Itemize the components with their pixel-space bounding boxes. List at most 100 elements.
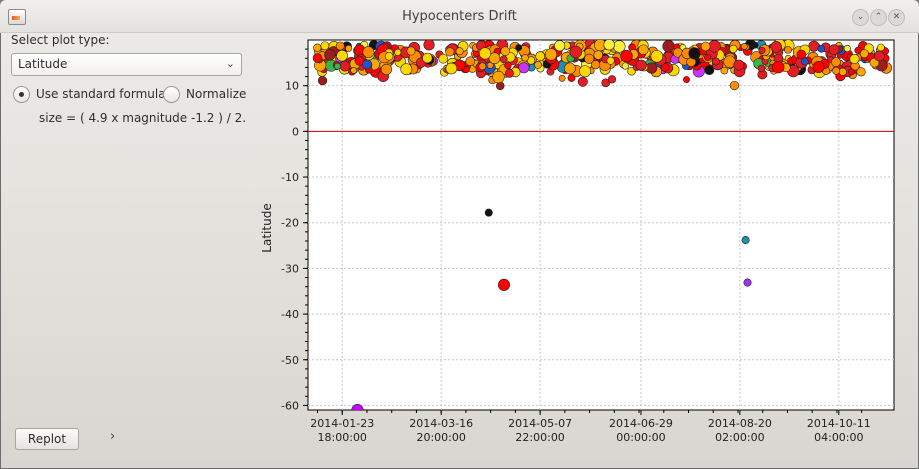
x-tick-label-date: 2014-10-11 — [807, 417, 871, 430]
data-point — [438, 53, 449, 64]
radio-normalize[interactable] — [163, 86, 180, 103]
data-point — [317, 76, 328, 86]
select-plot-type-label: Select plot type: — [11, 33, 110, 47]
data-point — [704, 54, 712, 62]
plot-type-select[interactable]: Latitude ⌄ — [11, 53, 242, 76]
data-point — [817, 44, 826, 53]
data-point — [607, 75, 617, 84]
data-point — [333, 62, 341, 70]
data-point — [743, 278, 752, 287]
data-point — [740, 43, 748, 50]
x-tick-label-date: 2014-06-29 — [609, 417, 673, 430]
data-point — [324, 49, 336, 61]
data-point — [741, 236, 750, 245]
y-axis-label: Latitude — [260, 203, 274, 252]
data-point — [351, 403, 364, 410]
x-tick-label-time: 00:00:00 — [616, 431, 665, 444]
x-tick-label-time: 20:00:00 — [416, 431, 465, 444]
data-point — [336, 49, 348, 62]
data-point — [848, 68, 855, 76]
data-point — [577, 76, 588, 87]
app-icon — [8, 9, 26, 25]
data-point — [465, 56, 476, 67]
data-point — [874, 50, 885, 62]
data-point — [554, 40, 566, 52]
data-point — [492, 70, 505, 84]
data-point — [380, 63, 392, 76]
data-point — [579, 65, 591, 78]
data-point — [638, 44, 649, 55]
window-title: Hypocenters Drift — [402, 9, 517, 24]
data-point — [484, 208, 493, 217]
x-tick-label-date: 2014-03-16 — [409, 417, 473, 430]
radio-standard-formula-label[interactable]: Use standard formula — [36, 87, 166, 101]
minimize-icon[interactable]: ⌄ — [852, 9, 869, 26]
data-point — [518, 62, 530, 74]
data-point — [445, 62, 458, 75]
data-point — [593, 50, 604, 60]
data-point — [729, 80, 740, 91]
x-tick-label-time: 18:00:00 — [318, 431, 367, 444]
data-point — [849, 53, 860, 64]
data-point — [312, 53, 323, 63]
chevron-right-icon[interactable]: › — [110, 429, 116, 444]
data-point — [620, 49, 633, 63]
data-point — [770, 41, 782, 53]
data-point — [362, 59, 372, 70]
close-icon[interactable]: ✕ — [888, 9, 905, 26]
data-point — [854, 46, 862, 54]
maximize-icon[interactable]: ⌃ — [870, 9, 887, 26]
data-point — [751, 41, 759, 49]
x-tick-label-date: 2014-05-07 — [508, 417, 572, 430]
data-point — [660, 63, 670, 72]
data-point — [544, 48, 558, 61]
y-tick-label: 10 — [285, 80, 299, 93]
data-point — [758, 46, 766, 54]
radio-standard-formula[interactable] — [13, 86, 30, 103]
y-tick-label: 0 — [292, 125, 299, 138]
data-point — [497, 278, 511, 291]
data-point — [662, 40, 675, 53]
data-point — [313, 43, 322, 52]
data-point — [478, 62, 487, 71]
x-tick-label-date: 2014-01-23 — [310, 417, 374, 430]
x-tick-label-time: 02:00:00 — [715, 431, 764, 444]
data-point — [720, 66, 729, 75]
data-point — [796, 49, 807, 60]
data-point — [500, 46, 510, 56]
chevron-down-icon: ⌄ — [225, 57, 235, 70]
radio-normalize-label[interactable]: Normalize — [186, 87, 247, 101]
data-point — [757, 64, 766, 73]
data-point — [812, 61, 825, 73]
data-point — [603, 40, 615, 51]
data-point — [621, 62, 629, 70]
title-bar[interactable]: Hypocenters Drift ⌄ ⌃ ✕ — [0, 0, 919, 33]
data-point — [704, 65, 715, 76]
y-tick-label: -20 — [281, 217, 299, 230]
y-tick-label: -60 — [281, 399, 299, 412]
x-tick-label-date: 2014-08-20 — [708, 417, 772, 430]
data-point — [406, 46, 416, 56]
data-point — [832, 66, 841, 75]
data-point — [499, 55, 508, 64]
data-point — [584, 53, 595, 64]
data-point — [320, 41, 330, 51]
data-point — [479, 47, 492, 60]
data-point — [504, 61, 512, 70]
data-point — [733, 59, 745, 71]
data-point — [650, 50, 664, 63]
data-point — [362, 46, 375, 59]
data-point — [838, 67, 847, 76]
data-point — [843, 44, 851, 53]
data-point — [712, 57, 720, 66]
data-point — [784, 46, 792, 54]
data-point — [800, 57, 809, 66]
data-point — [521, 54, 529, 62]
replot-button[interactable]: Replot — [15, 428, 79, 450]
data-point — [808, 40, 820, 52]
data-point — [859, 49, 869, 59]
data-point — [877, 43, 885, 52]
x-tick-label-time: 04:00:00 — [814, 431, 863, 444]
